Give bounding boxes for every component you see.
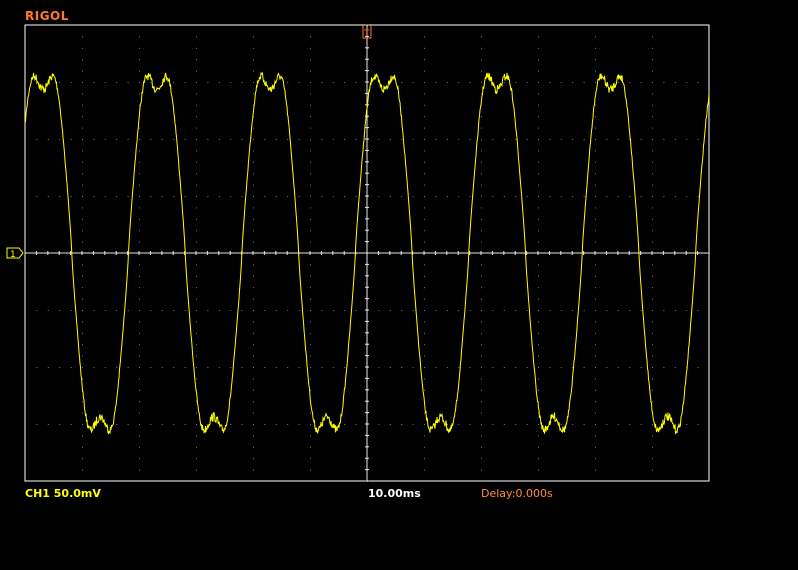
svg-text:T: T xyxy=(363,29,370,39)
channel1-marker: 1 xyxy=(6,247,24,260)
trigger-position-marker: T xyxy=(362,24,372,39)
timebase-label: 10.00ms xyxy=(368,487,421,500)
svg-text:1: 1 xyxy=(10,250,16,260)
ch1-trace xyxy=(24,71,710,435)
channel-scale-label: CH1 50.0mV xyxy=(25,487,101,500)
delay-label: Delay:0.000s xyxy=(481,487,553,500)
brand-logo: RIGOL xyxy=(25,9,69,23)
